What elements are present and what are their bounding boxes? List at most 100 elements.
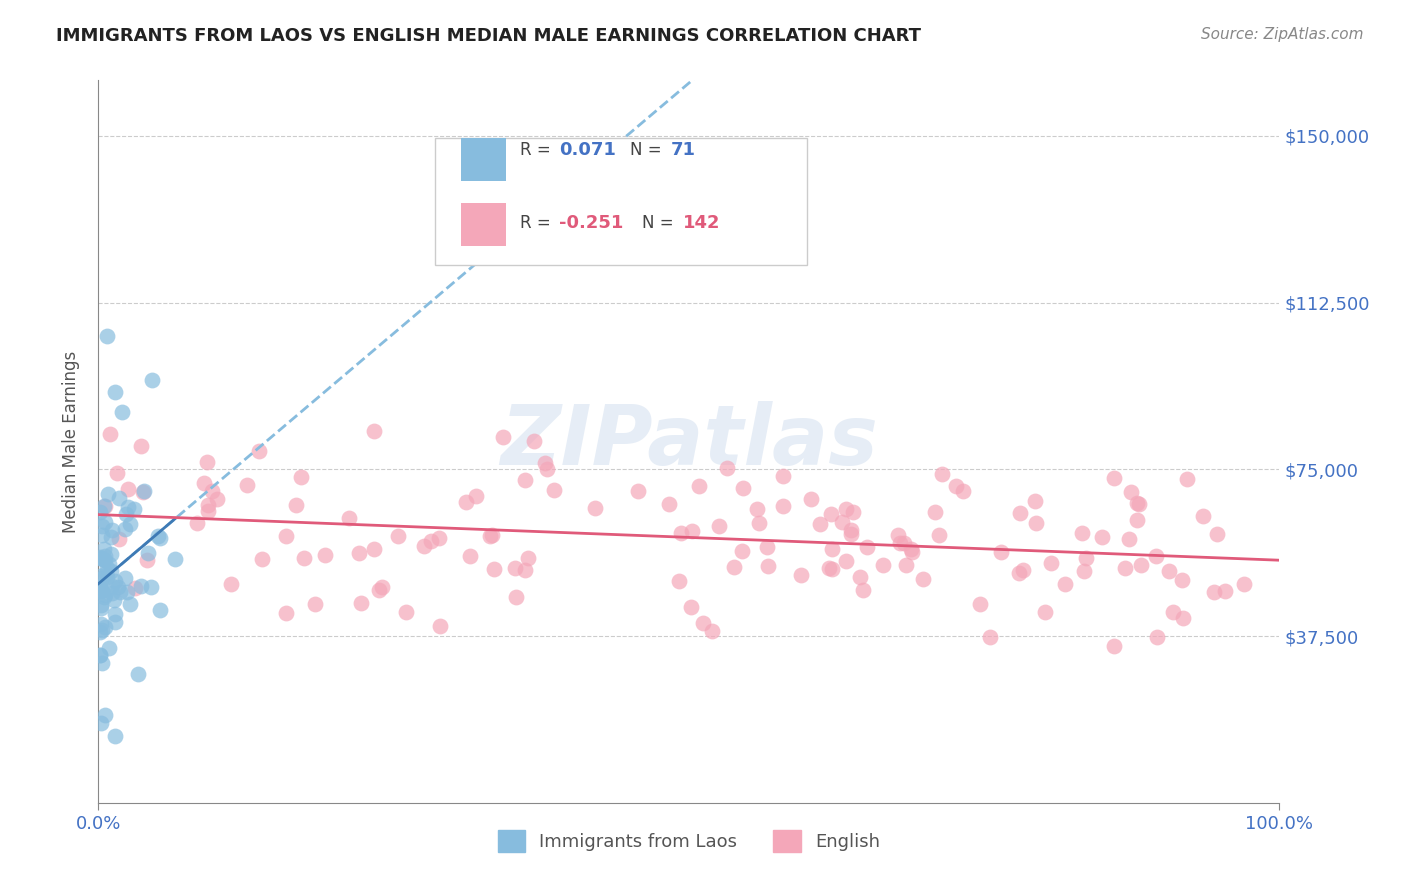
Point xyxy=(748,516,770,530)
Point xyxy=(821,541,844,556)
Point xyxy=(129,439,152,453)
Point xyxy=(679,599,702,614)
Point xyxy=(304,597,326,611)
Point xyxy=(931,467,953,481)
Point xyxy=(136,546,159,560)
Point xyxy=(276,606,298,620)
Point xyxy=(132,485,155,500)
Point xyxy=(363,424,385,438)
Point xyxy=(104,607,127,621)
Point xyxy=(118,597,141,611)
Point xyxy=(534,457,557,471)
Point xyxy=(132,483,155,498)
Point xyxy=(990,545,1012,559)
Point xyxy=(427,531,450,545)
Y-axis label: Median Male Earnings: Median Male Earnings xyxy=(62,351,80,533)
Point xyxy=(1126,495,1149,509)
Point xyxy=(114,571,136,585)
Point xyxy=(945,479,967,493)
Point xyxy=(1054,577,1077,591)
Point xyxy=(94,515,117,529)
Point xyxy=(460,549,482,564)
Point xyxy=(707,519,730,533)
Point xyxy=(1144,549,1167,564)
Point xyxy=(481,528,503,542)
Point xyxy=(104,385,127,400)
Point xyxy=(894,558,917,572)
Point xyxy=(103,615,125,629)
Point xyxy=(492,430,515,444)
Point xyxy=(912,572,935,586)
Point xyxy=(247,443,270,458)
Point xyxy=(186,516,208,530)
Point xyxy=(745,502,768,516)
Point xyxy=(505,590,527,604)
Point xyxy=(146,529,169,543)
Point xyxy=(1007,566,1029,581)
Point xyxy=(97,486,120,500)
Point xyxy=(91,657,114,671)
Point xyxy=(1102,640,1125,654)
Point xyxy=(89,579,111,593)
Point xyxy=(901,545,924,559)
Point xyxy=(274,529,297,543)
Text: R =: R = xyxy=(520,141,555,160)
Point xyxy=(681,524,703,538)
Point xyxy=(129,579,152,593)
Point xyxy=(97,557,120,571)
Point xyxy=(98,641,121,656)
Point xyxy=(1073,564,1095,578)
Point xyxy=(96,561,118,575)
Point xyxy=(90,715,112,730)
Point xyxy=(839,527,862,541)
Point xyxy=(419,533,441,548)
Point xyxy=(93,549,115,563)
Point xyxy=(104,729,127,743)
Point xyxy=(201,483,224,498)
Point xyxy=(314,548,336,562)
Point xyxy=(96,329,118,343)
Point xyxy=(820,507,842,521)
Point xyxy=(733,481,755,495)
Point xyxy=(115,584,138,599)
Point xyxy=(1129,558,1152,573)
Point xyxy=(1171,573,1194,587)
Point xyxy=(107,532,129,546)
Point xyxy=(1091,530,1114,544)
Point xyxy=(101,586,124,600)
Point xyxy=(429,619,451,633)
Point xyxy=(1074,551,1097,566)
Point xyxy=(108,491,131,505)
Point xyxy=(127,667,149,681)
FancyBboxPatch shape xyxy=(434,138,807,265)
Point xyxy=(669,526,692,541)
Point xyxy=(1011,564,1033,578)
Point xyxy=(89,648,111,663)
Point xyxy=(195,455,218,469)
Point xyxy=(91,519,114,533)
Point xyxy=(543,483,565,497)
Point xyxy=(730,543,752,558)
Text: -0.251: -0.251 xyxy=(560,213,623,232)
Point xyxy=(235,478,257,492)
Point xyxy=(627,484,650,499)
Point xyxy=(513,563,536,577)
Point xyxy=(855,541,877,555)
Point xyxy=(503,561,526,575)
Point xyxy=(110,585,132,599)
Point xyxy=(89,549,111,564)
Point xyxy=(464,489,486,503)
Point xyxy=(124,582,146,596)
Point xyxy=(122,502,145,516)
Point xyxy=(756,558,779,573)
Point xyxy=(94,619,117,633)
Point xyxy=(1119,485,1142,500)
Point xyxy=(723,560,745,574)
Point xyxy=(479,528,502,542)
Point xyxy=(1171,611,1194,625)
Point xyxy=(820,562,842,576)
Point xyxy=(852,583,875,598)
Point xyxy=(284,498,307,512)
Point xyxy=(90,616,112,631)
Point xyxy=(893,536,915,550)
